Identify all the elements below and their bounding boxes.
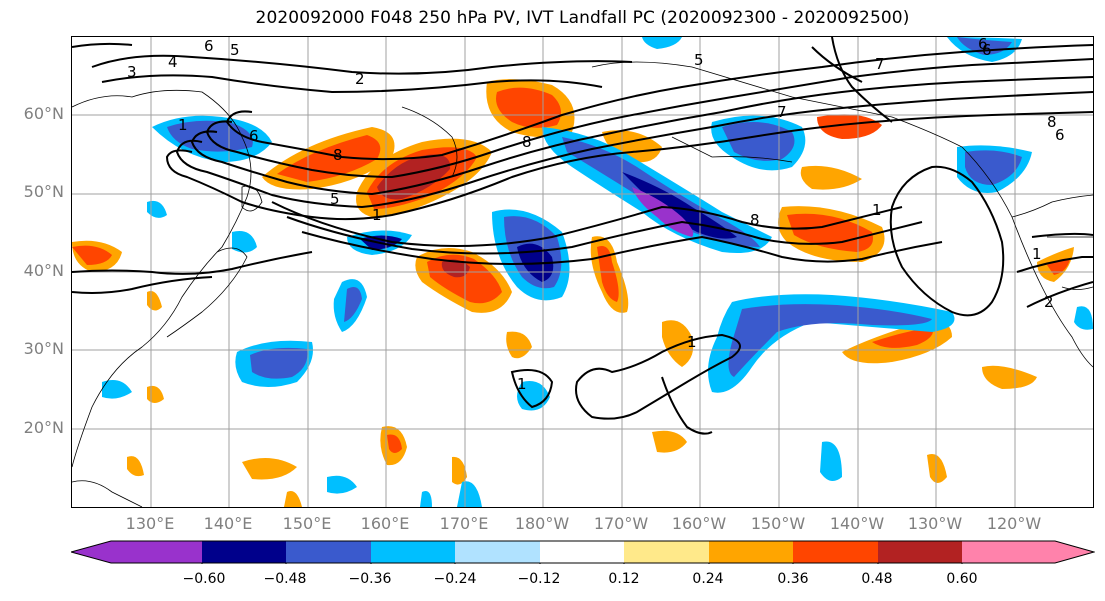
contour-label: 1	[178, 116, 188, 134]
map-title: 2020092000 F048 250 hPa PV, IVT Landfall…	[255, 8, 910, 28]
lon-label: 160°E	[360, 514, 410, 533]
colorbar-segment	[455, 541, 540, 563]
contour-label: 1	[687, 333, 697, 351]
colorbar-tick-label: 0.48	[861, 571, 893, 587]
contour-label: 2	[1044, 293, 1054, 311]
contour-label: 1	[872, 201, 882, 219]
colorbar-segments	[71, 540, 1095, 564]
colorbar-ticks	[201, 563, 963, 564]
contour-labels: 3 4 6 5 2 5 6 7 8 6 1 8 8 5 1 8 1 1 1 1 …	[127, 37, 1065, 393]
lon-label: 140°E	[203, 514, 253, 533]
contour-label: 4	[168, 53, 178, 71]
map-panel: 3 4 6 5 2 5 6 7 8 6 1 8 8 5 1 8 1 1 1 1 …	[71, 36, 1094, 508]
colorbar-segment	[793, 541, 878, 563]
colorbar	[71, 540, 1095, 564]
colorbar-tick-label: −0.24	[433, 571, 477, 587]
colorbar-tick-label: 0.36	[777, 571, 809, 587]
contour-label: 3	[127, 63, 137, 81]
lat-label: 20°N	[23, 418, 64, 437]
lon-label: 120°W	[986, 514, 1042, 533]
lon-label: 160°W	[671, 514, 727, 533]
contour-label: 7	[777, 103, 787, 121]
contour-label: 8	[750, 211, 760, 229]
lon-label: 170°W	[593, 514, 649, 533]
contour-label: 6	[1055, 126, 1065, 144]
colorbar-outline	[71, 540, 1095, 564]
colorbar-segment	[962, 541, 1094, 563]
colorbar-segment	[202, 541, 286, 563]
lon-label: 150°W	[750, 514, 806, 533]
contour-label: 7	[875, 55, 885, 73]
colorbar-segment	[540, 541, 624, 563]
lat-label: 60°N	[23, 104, 64, 123]
coastlines	[72, 61, 1093, 507]
colorbar-segment	[624, 541, 709, 563]
colorbar-segment	[709, 541, 793, 563]
pv-contours	[72, 37, 1093, 435]
colorbar-tick-label: 0.24	[692, 571, 724, 587]
colorbar-tick-label: −0.12	[517, 571, 561, 587]
colorbar-tick-label: −0.60	[182, 571, 226, 587]
lat-label: 50°N	[23, 182, 64, 201]
lon-label: 170°E	[439, 514, 489, 533]
contour-label: 6	[982, 41, 992, 59]
contour-label: 1	[517, 375, 527, 393]
lon-label: 150°E	[282, 514, 332, 533]
contour-label: 1	[372, 206, 382, 224]
contour-label: 8	[1047, 113, 1057, 131]
colorbar-segment	[878, 541, 962, 563]
colorbar-segment	[71, 541, 202, 563]
colorbar-segment	[371, 541, 455, 563]
lon-label: 130°W	[907, 514, 963, 533]
lon-label: 140°W	[829, 514, 885, 533]
contour-label: 5	[330, 190, 340, 208]
contour-label: 8	[333, 146, 343, 164]
colorbar-tick-label: −0.48	[263, 571, 307, 587]
contour-label: 5	[230, 41, 240, 59]
contour-label: 5	[694, 51, 704, 69]
colorbar-segment	[286, 541, 371, 563]
contour-label: 2	[355, 70, 365, 88]
lat-label: 30°N	[23, 339, 64, 358]
contour-label: 1	[1032, 245, 1042, 263]
lon-label: 180°W	[514, 514, 570, 533]
lon-label: 130°E	[125, 514, 175, 533]
colorbar-tick-label: −0.36	[348, 571, 392, 587]
map-plot: 3 4 6 5 2 5 6 7 8 6 1 8 8 5 1 8 1 1 1 1 …	[72, 37, 1093, 507]
colorbar-tick-label: 0.60	[946, 571, 978, 587]
gridlines	[72, 37, 1093, 507]
contour-label: 8	[522, 133, 532, 151]
contour-label: 6	[204, 37, 214, 55]
colorbar-tick-label: 0.12	[608, 571, 640, 587]
contour-label: 6	[249, 127, 259, 145]
contour-label: 6	[978, 37, 988, 53]
lat-label: 40°N	[23, 261, 64, 280]
